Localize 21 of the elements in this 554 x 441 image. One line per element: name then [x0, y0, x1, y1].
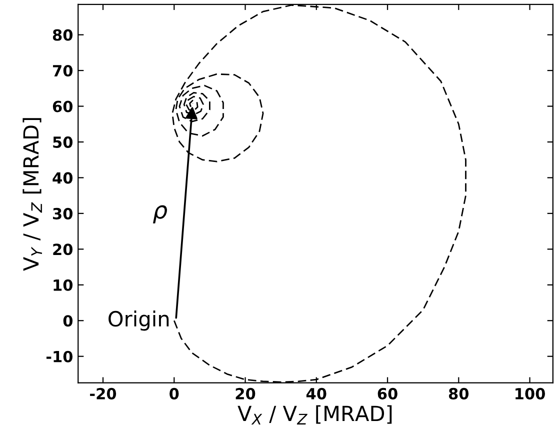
y-tick-label: 80 [52, 29, 73, 41]
y-tick-label: 0 [63, 315, 73, 327]
y-tick-label: 60 [52, 100, 73, 112]
y-tick-label: 30 [53, 208, 73, 220]
x-tick-label: -20 [90, 388, 116, 400]
x-tick-label: 0 [170, 388, 179, 400]
annotation: Origin [108, 310, 169, 331]
x-tick-label: 80 [448, 388, 469, 400]
x-tick-label: 20 [236, 388, 256, 400]
x-tick-label: 60 [378, 388, 398, 400]
y-tick-label: 50 [53, 136, 73, 148]
x-tick-label: 40 [306, 388, 326, 400]
y-tick-label: 10 [54, 279, 73, 291]
y-tick-label: -10 [46, 350, 73, 362]
y-tick-label: 20 [53, 244, 73, 256]
y-tick-label: 70 [53, 64, 73, 77]
y-tick-label: 40 [52, 172, 73, 184]
x-tick-label: 100 [516, 388, 545, 400]
y-axis-title: V$_{Y}$ / V$_{Z}$ [MRAD] [22, 118, 42, 271]
x-axis-title: V$_{X}$ / V$_{Z}$ [MRAD] [238, 405, 392, 424]
annotation: ρ [152, 205, 167, 224]
